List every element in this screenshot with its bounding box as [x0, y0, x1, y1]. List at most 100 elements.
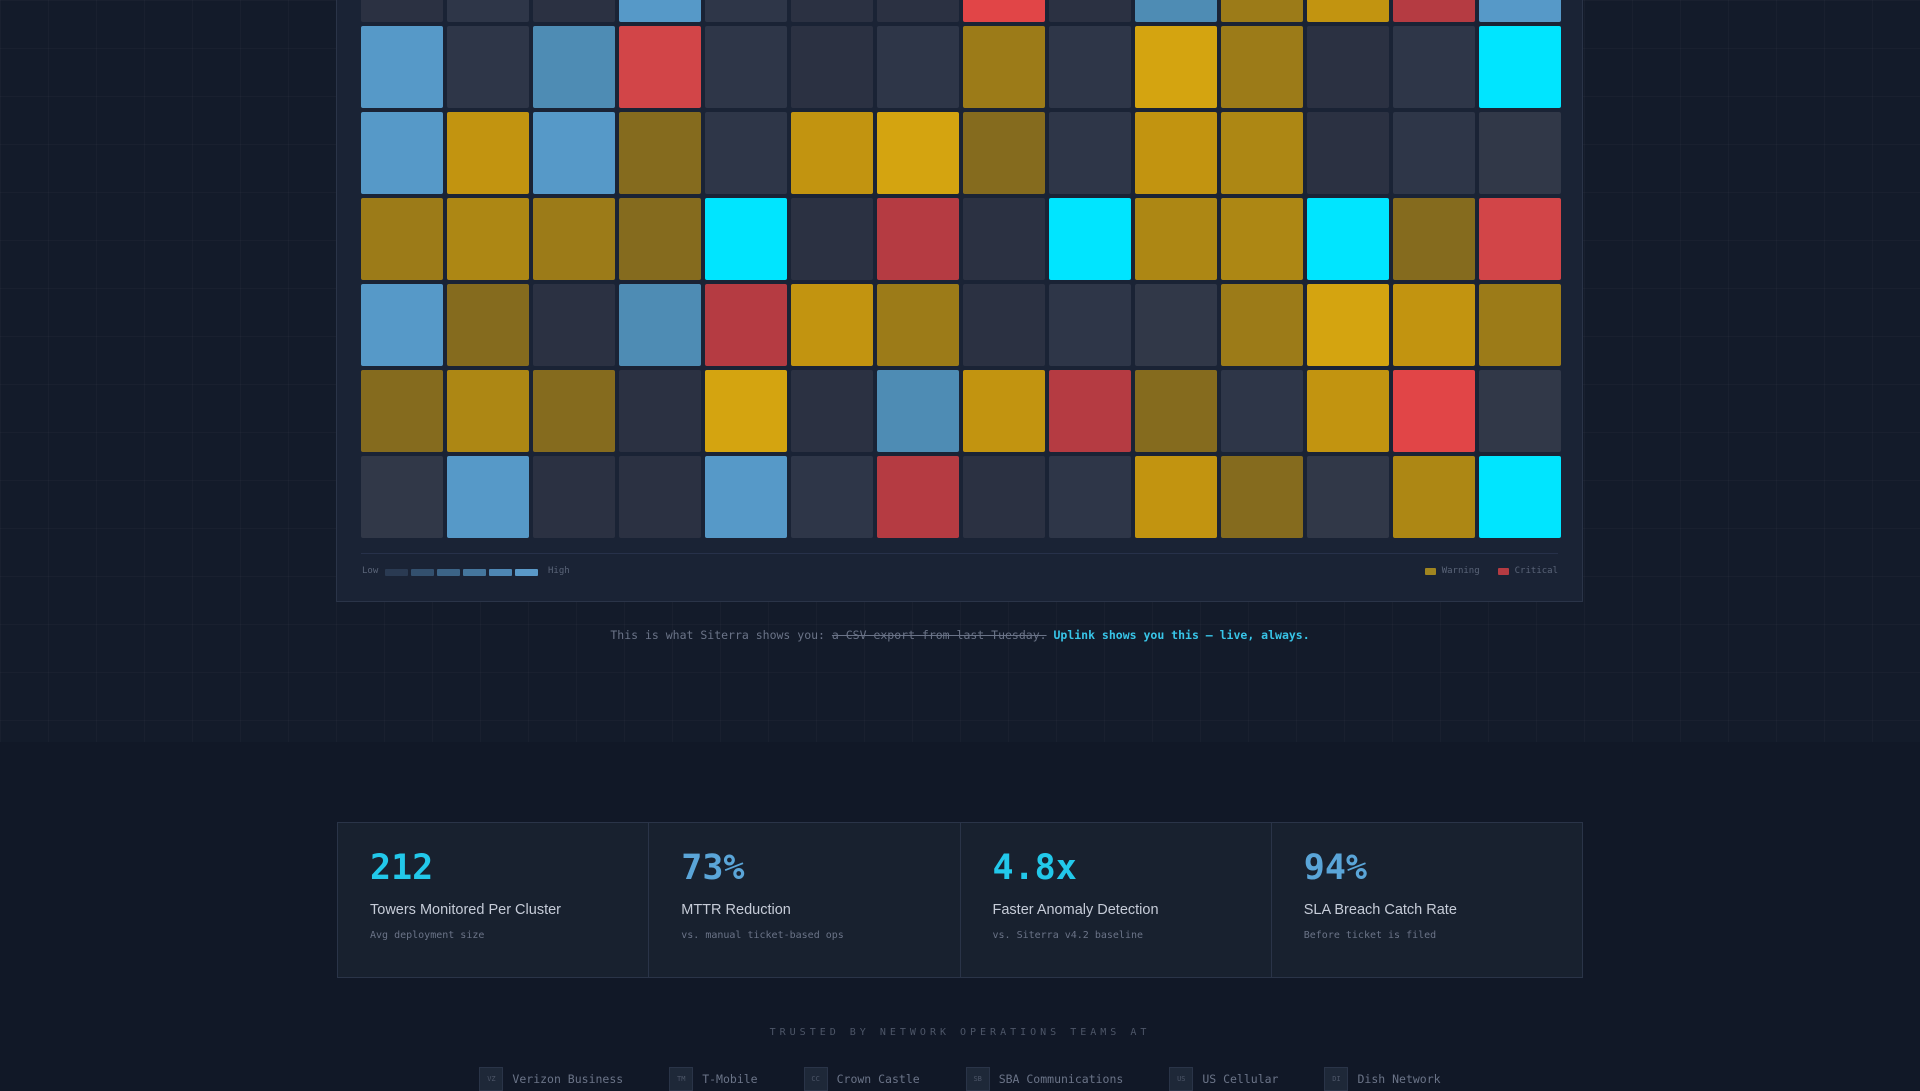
heatmap-cell[interactable]: [1221, 370, 1303, 452]
heatmap-cell[interactable]: [1307, 284, 1389, 366]
heatmap-cell[interactable]: [1307, 0, 1389, 22]
heatmap-cell[interactable]: [1049, 456, 1131, 538]
heatmap-cell[interactable]: [1221, 284, 1303, 366]
heatmap-cell[interactable]: [1307, 26, 1389, 108]
heatmap-cell[interactable]: [447, 198, 529, 280]
stat-label: Towers Monitored Per Cluster: [370, 902, 561, 918]
heatmap-cell[interactable]: [1393, 26, 1475, 108]
heatmap-cell[interactable]: [963, 112, 1045, 194]
heatmap-cell[interactable]: [533, 112, 615, 194]
heatmap-cell[interactable]: [1049, 284, 1131, 366]
heatmap-cell[interactable]: [447, 370, 529, 452]
heatmap-cell[interactable]: [361, 0, 443, 22]
heatmap-cell[interactable]: [619, 284, 701, 366]
heatmap-cell[interactable]: [361, 112, 443, 194]
heatmap-cell[interactable]: [963, 0, 1045, 22]
heatmap-cell[interactable]: [877, 26, 959, 108]
heatmap-cell[interactable]: [619, 456, 701, 538]
heatmap-cell[interactable]: [533, 198, 615, 280]
heatmap-cell[interactable]: [533, 456, 615, 538]
heatmap-cell[interactable]: [1393, 198, 1475, 280]
heatmap-cell[interactable]: [447, 456, 529, 538]
heatmap-cell[interactable]: [447, 26, 529, 108]
heatmap-cell[interactable]: [1049, 26, 1131, 108]
heatmap-cell[interactable]: [361, 370, 443, 452]
heatmap-cell[interactable]: [533, 284, 615, 366]
heatmap-cell[interactable]: [791, 198, 873, 280]
heatmap-cell[interactable]: [619, 112, 701, 194]
heatmap-cell[interactable]: [1135, 284, 1217, 366]
heatmap-cell[interactable]: [1135, 198, 1217, 280]
heatmap-cell[interactable]: [1393, 284, 1475, 366]
heatmap-cell[interactable]: [1479, 370, 1561, 452]
heatmap-cell[interactable]: [877, 0, 959, 22]
heatmap-cell[interactable]: [447, 284, 529, 366]
heatmap-cell[interactable]: [619, 370, 701, 452]
heatmap-cell[interactable]: [705, 198, 787, 280]
heatmap-cell[interactable]: [533, 370, 615, 452]
heatmap-cell[interactable]: [533, 26, 615, 108]
heatmap-cell[interactable]: [619, 26, 701, 108]
heatmap-cell[interactable]: [1393, 456, 1475, 538]
heatmap-cell[interactable]: [1393, 0, 1475, 22]
heatmap-cell[interactable]: [1307, 198, 1389, 280]
heatmap-cell[interactable]: [1135, 26, 1217, 108]
heatmap-cell[interactable]: [1221, 26, 1303, 108]
heatmap-cell[interactable]: [361, 26, 443, 108]
heatmap-cell[interactable]: [877, 198, 959, 280]
heatmap-cell[interactable]: [877, 370, 959, 452]
heatmap-cell[interactable]: [619, 198, 701, 280]
heatmap-cell[interactable]: [705, 456, 787, 538]
heatmap-cell[interactable]: [1049, 0, 1131, 22]
heatmap-cell[interactable]: [1307, 112, 1389, 194]
heatmap-cell[interactable]: [791, 26, 873, 108]
heatmap-cell[interactable]: [1049, 370, 1131, 452]
heatmap-cell[interactable]: [1221, 0, 1303, 22]
heatmap-cell[interactable]: [1479, 198, 1561, 280]
heatmap-cell[interactable]: [877, 112, 959, 194]
heatmap-cell[interactable]: [1479, 26, 1561, 108]
heatmap-cell[interactable]: [963, 284, 1045, 366]
legend-warning-label: Warning: [1441, 566, 1480, 576]
heatmap-cell[interactable]: [1135, 112, 1217, 194]
heatmap-cell[interactable]: [1307, 456, 1389, 538]
heatmap-cell[interactable]: [361, 284, 443, 366]
heatmap-cell[interactable]: [963, 456, 1045, 538]
heatmap-cell[interactable]: [447, 112, 529, 194]
heatmap-cell[interactable]: [791, 0, 873, 22]
heatmap-cell[interactable]: [1307, 370, 1389, 452]
heatmap-cell[interactable]: [1135, 370, 1217, 452]
heatmap-cell[interactable]: [1049, 198, 1131, 280]
heatmap-cell[interactable]: [1393, 370, 1475, 452]
heatmap-cell[interactable]: [791, 112, 873, 194]
heatmap-cell[interactable]: [877, 456, 959, 538]
heatmap-cell[interactable]: [791, 284, 873, 366]
heatmap-cell[interactable]: [963, 198, 1045, 280]
heatmap-cell[interactable]: [705, 370, 787, 452]
heatmap-cell[interactable]: [1479, 284, 1561, 366]
heatmap-cell[interactable]: [877, 284, 959, 366]
heatmap-cell[interactable]: [1221, 198, 1303, 280]
heatmap-cell[interactable]: [361, 456, 443, 538]
heatmap-cell[interactable]: [791, 456, 873, 538]
heatmap-cell[interactable]: [791, 370, 873, 452]
heatmap-cell[interactable]: [1479, 112, 1561, 194]
heatmap-cell[interactable]: [1479, 0, 1561, 22]
heatmap-cell[interactable]: [361, 198, 443, 280]
heatmap-cell[interactable]: [619, 0, 701, 22]
heatmap-cell[interactable]: [1135, 456, 1217, 538]
heatmap-cell[interactable]: [1049, 112, 1131, 194]
heatmap-cell[interactable]: [447, 0, 529, 22]
heatmap-cell[interactable]: [1221, 456, 1303, 538]
heatmap-cell[interactable]: [1393, 112, 1475, 194]
heatmap-cell[interactable]: [1221, 112, 1303, 194]
heatmap-cell[interactable]: [705, 26, 787, 108]
heatmap-cell[interactable]: [1479, 456, 1561, 538]
heatmap-cell[interactable]: [705, 0, 787, 22]
heatmap-cell[interactable]: [705, 284, 787, 366]
heatmap-cell[interactable]: [533, 0, 615, 22]
heatmap-cell[interactable]: [963, 26, 1045, 108]
heatmap-cell[interactable]: [1135, 0, 1217, 22]
heatmap-cell[interactable]: [705, 112, 787, 194]
heatmap-cell[interactable]: [963, 370, 1045, 452]
